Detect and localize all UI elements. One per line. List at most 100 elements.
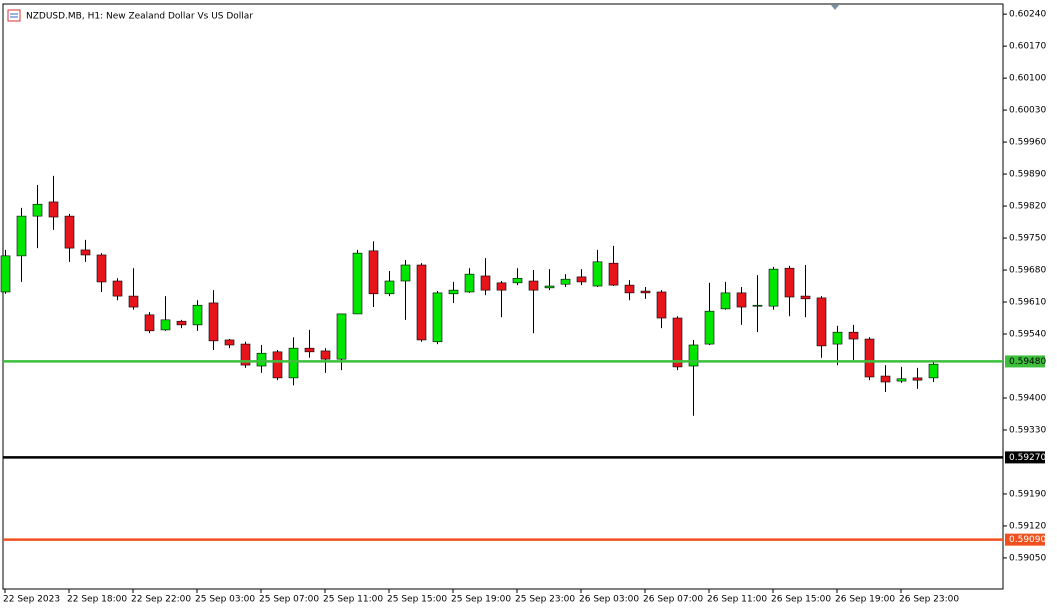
candle-body bbox=[560, 278, 571, 285]
x-tick-label: 22 Sep 22:00 bbox=[131, 595, 191, 605]
candle-body bbox=[192, 304, 203, 326]
price-level-label: 0.59090 bbox=[1009, 535, 1046, 545]
candle-body bbox=[544, 285, 555, 289]
x-tick-label: 25 Sep 15:00 bbox=[387, 595, 447, 605]
candle-body bbox=[512, 277, 523, 284]
candle-body bbox=[112, 280, 123, 297]
candle-body bbox=[208, 302, 219, 342]
candle-body bbox=[848, 331, 859, 340]
y-tick-label: 0.59750 bbox=[1009, 234, 1046, 244]
candle-body bbox=[592, 261, 603, 287]
candle-body bbox=[880, 375, 891, 383]
candle-body bbox=[736, 292, 747, 308]
candle-body bbox=[784, 267, 795, 298]
y-tick-label: 0.59960 bbox=[1009, 138, 1046, 148]
y-tick-label: 0.59820 bbox=[1009, 202, 1046, 212]
candle-body bbox=[256, 352, 267, 367]
y-tick-label: 0.59120 bbox=[1009, 521, 1046, 531]
candle-body bbox=[176, 320, 187, 326]
x-tick-label: 25 Sep 11:00 bbox=[323, 595, 383, 605]
candle-body bbox=[64, 215, 75, 249]
candle-body bbox=[576, 276, 587, 283]
x-tick-label: 26 Sep 03:00 bbox=[579, 595, 639, 605]
candle-body bbox=[912, 377, 923, 381]
candle-body bbox=[832, 331, 843, 345]
candle-body bbox=[80, 249, 91, 256]
y-tick-label: 0.59610 bbox=[1009, 298, 1046, 308]
candle-body bbox=[304, 347, 315, 353]
candle-body bbox=[128, 295, 139, 308]
candle-body bbox=[384, 280, 395, 295]
x-tick-label: 26 Sep 19:00 bbox=[835, 595, 895, 605]
price-level-tag bbox=[1005, 451, 1045, 464]
x-tick-label: 26 Sep 15:00 bbox=[771, 595, 831, 605]
candle-body bbox=[480, 275, 491, 291]
candle-body bbox=[464, 273, 475, 293]
candle-body bbox=[896, 378, 907, 382]
candle-body bbox=[400, 264, 411, 282]
y-tick-label: 0.59400 bbox=[1009, 393, 1046, 403]
x-tick-label: 26 Sep 11:00 bbox=[707, 595, 767, 605]
x-tick-label: 25 Sep 07:00 bbox=[259, 595, 319, 605]
y-tick-label: 0.59680 bbox=[1009, 266, 1046, 276]
x-tick-label: 25 Sep 19:00 bbox=[451, 595, 511, 605]
y-tick-label: 0.60240 bbox=[1009, 10, 1046, 20]
y-tick-label: 0.59190 bbox=[1009, 489, 1046, 499]
candle-body bbox=[496, 282, 507, 291]
x-tick-label: 22 Sep 18:00 bbox=[67, 595, 127, 605]
candle-body bbox=[96, 254, 107, 283]
y-tick-label: 0.60030 bbox=[1009, 106, 1046, 116]
candle-body bbox=[800, 295, 811, 300]
x-tick-label: 26 Sep 07:00 bbox=[643, 595, 703, 605]
candle-body bbox=[624, 284, 635, 294]
x-tick-label: 26 Sep 23:00 bbox=[899, 595, 959, 605]
candle-body bbox=[448, 289, 459, 295]
candle-body bbox=[336, 313, 347, 360]
chart-icon bbox=[7, 9, 21, 22]
candle-body bbox=[720, 292, 731, 310]
candle-body bbox=[352, 252, 363, 315]
price-level-label: 0.59270 bbox=[1009, 453, 1046, 463]
candle-body bbox=[32, 203, 43, 217]
shift-marker bbox=[831, 5, 839, 10]
plot-frame bbox=[2, 3, 1004, 590]
candle-body bbox=[288, 347, 299, 379]
candle-body bbox=[688, 344, 699, 367]
candle-body bbox=[48, 201, 59, 218]
y-tick-label: 0.59890 bbox=[1009, 170, 1046, 180]
price-level-tag bbox=[1005, 355, 1045, 368]
price-level-label: 0.59480 bbox=[1009, 357, 1046, 367]
candle-body bbox=[240, 343, 251, 366]
candle-body bbox=[640, 290, 651, 294]
candle-body bbox=[928, 363, 939, 379]
x-tick-label: 22 Sep 2023 bbox=[3, 595, 60, 605]
candle-body bbox=[752, 304, 763, 307]
candle-body bbox=[16, 215, 27, 257]
candle-body bbox=[656, 291, 667, 319]
y-tick-label: 0.60100 bbox=[1009, 74, 1046, 84]
candle-body bbox=[768, 268, 779, 307]
y-tick-label: 0.59540 bbox=[1009, 330, 1046, 340]
candle-body bbox=[528, 280, 539, 291]
candle-body bbox=[272, 351, 283, 379]
y-tick-label: 0.59330 bbox=[1009, 425, 1046, 435]
price-level-tag bbox=[1005, 533, 1045, 546]
y-tick-label: 0.60170 bbox=[1009, 42, 1046, 52]
candle-body bbox=[224, 339, 235, 346]
chart-title: NZDUSD.MB, H1: New Zealand Dollar Vs US … bbox=[26, 12, 253, 22]
candle-body bbox=[864, 338, 875, 378]
candle-body bbox=[432, 292, 443, 343]
candle-body bbox=[160, 319, 171, 331]
candle-body bbox=[320, 350, 331, 360]
candle-body bbox=[608, 262, 619, 286]
candle-body bbox=[416, 264, 427, 341]
candle-body bbox=[0, 255, 11, 293]
candle-body bbox=[144, 314, 155, 332]
candle-body bbox=[704, 310, 715, 345]
x-tick-label: 25 Sep 03:00 bbox=[195, 595, 255, 605]
candle-body bbox=[672, 317, 683, 368]
candle-body bbox=[816, 297, 827, 347]
x-tick-label: 25 Sep 23:00 bbox=[515, 595, 575, 605]
candle-body bbox=[368, 250, 379, 295]
